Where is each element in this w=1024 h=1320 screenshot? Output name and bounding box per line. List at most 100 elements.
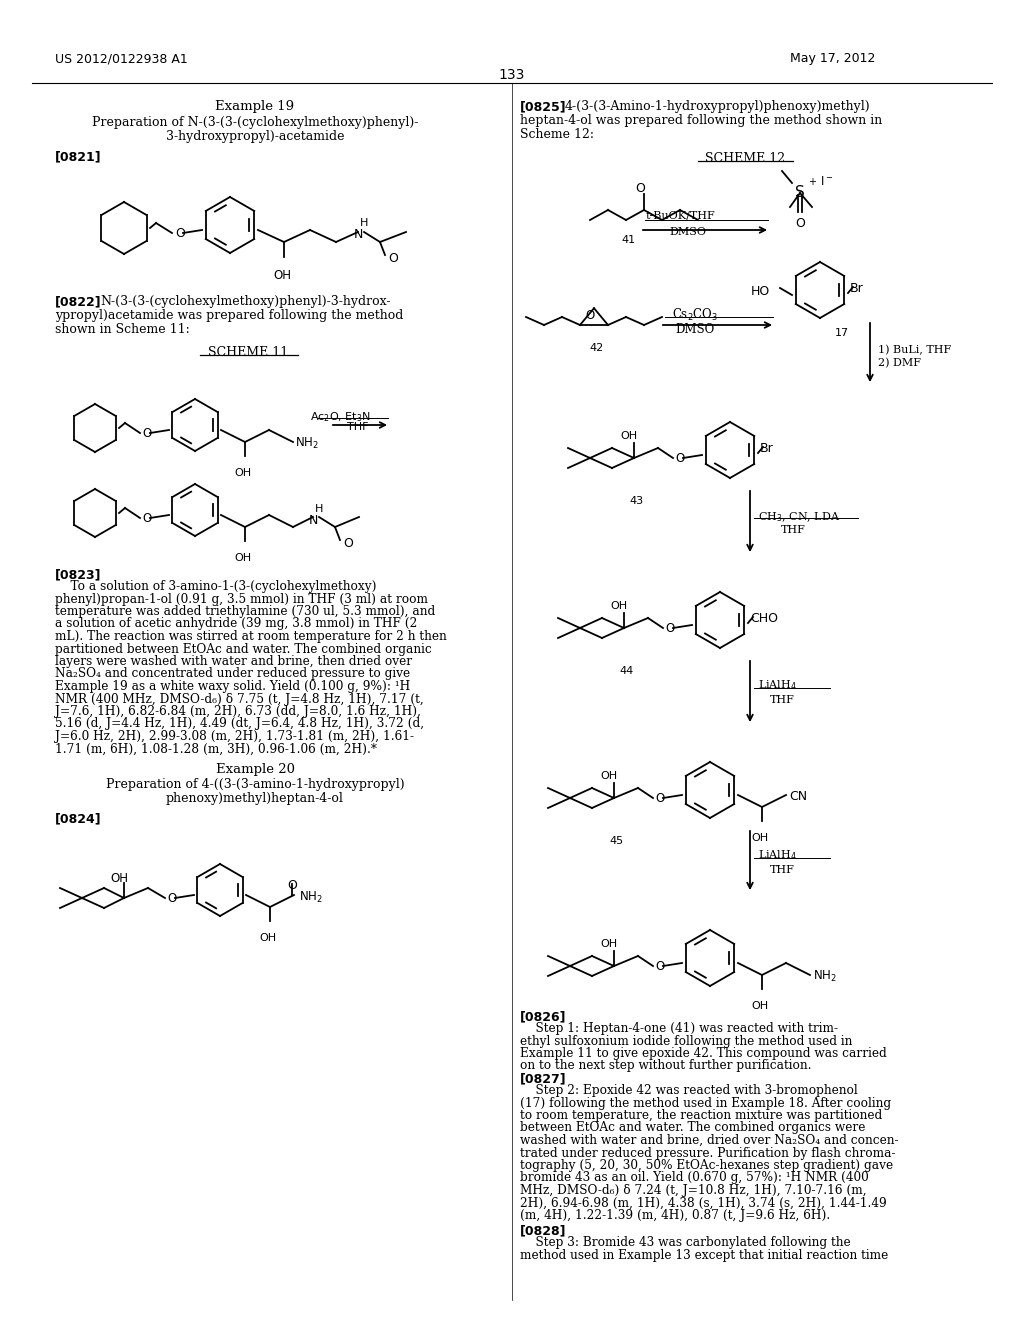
Text: O: O (635, 182, 645, 195)
Text: 2H), 6.94-6.98 (m, 1H), 4.38 (s, 1H), 3.74 (s, 2H), 1.44-1.49: 2H), 6.94-6.98 (m, 1H), 4.38 (s, 1H), 3.… (520, 1196, 887, 1209)
Text: 2) DMF: 2) DMF (878, 358, 921, 368)
Text: O: O (795, 216, 805, 230)
Text: 1.71 (m, 6H), 1.08-1.28 (m, 3H), 0.96-1.06 (m, 2H).*: 1.71 (m, 6H), 1.08-1.28 (m, 3H), 0.96-1.… (55, 742, 377, 755)
Text: (17) following the method used in Example 18. After cooling: (17) following the method used in Exampl… (520, 1097, 891, 1110)
Text: [0821]: [0821] (55, 150, 101, 162)
Text: [0826]: [0826] (520, 1010, 566, 1023)
Text: O: O (388, 252, 398, 265)
Text: [0825]: [0825] (520, 100, 566, 114)
Text: Example 20: Example 20 (215, 763, 295, 776)
Text: O: O (655, 960, 665, 973)
Text: trated under reduced pressure. Purification by flash chroma-: trated under reduced pressure. Purificat… (520, 1147, 896, 1159)
Text: +: + (808, 177, 816, 187)
Text: tography (5, 20, 30, 50% EtOAc-hexanes step gradient) gave: tography (5, 20, 30, 50% EtOAc-hexanes s… (520, 1159, 893, 1172)
Text: OH: OH (600, 939, 617, 949)
Text: NH$_2$: NH$_2$ (299, 890, 323, 906)
Text: THF: THF (347, 422, 369, 432)
Text: ethyl sulfoxonium iodide following the method used in: ethyl sulfoxonium iodide following the m… (520, 1035, 852, 1048)
Text: [0822]: [0822] (55, 294, 101, 308)
Text: J=7.6, 1H), 6.82-6.84 (m, 2H), 6.73 (dd, J=8.0, 1.6 Hz, 1H),: J=7.6, 1H), 6.82-6.84 (m, 2H), 6.73 (dd,… (55, 705, 421, 718)
Text: OH: OH (234, 469, 252, 478)
Text: THF: THF (770, 865, 795, 875)
Text: (m, 4H), 1.22-1.39 (m, 4H), 0.87 (t, J=9.6 Hz, 6H).: (m, 4H), 1.22-1.39 (m, 4H), 0.87 (t, J=9… (520, 1209, 830, 1222)
Text: O: O (142, 426, 152, 440)
Text: ypropyl)acetamide was prepared following the method: ypropyl)acetamide was prepared following… (55, 309, 403, 322)
Text: O: O (167, 892, 176, 906)
Text: 5.16 (d, J=4.4 Hz, 1H), 4.49 (dt, J=6.4, 4.8 Hz, 1H), 3.72 (d,: 5.16 (d, J=4.4 Hz, 1H), 4.49 (dt, J=6.4,… (55, 718, 424, 730)
Text: H: H (315, 504, 324, 513)
Text: NH$_2$: NH$_2$ (295, 436, 318, 451)
Text: Preparation of 4-((3-(3-amino-1-hydroxypropyl): Preparation of 4-((3-(3-amino-1-hydroxyp… (105, 777, 404, 791)
Text: Ac$_2$O, Et$_3$N: Ac$_2$O, Et$_3$N (309, 411, 371, 424)
Text: phenoxy)methyl)heptan-4-ol: phenoxy)methyl)heptan-4-ol (166, 792, 344, 805)
Text: I$^-$: I$^-$ (820, 176, 834, 187)
Text: [0827]: [0827] (520, 1072, 566, 1085)
Text: between EtOAc and water. The combined organics were: between EtOAc and water. The combined or… (520, 1122, 865, 1134)
Text: H: H (360, 218, 369, 228)
Text: O: O (666, 622, 675, 635)
Text: 4-(3-(3-Amino-1-hydroxypropyl)phenoxy)methyl): 4-(3-(3-Amino-1-hydroxypropyl)phenoxy)me… (565, 100, 870, 114)
Text: O: O (676, 451, 685, 465)
Text: phenyl)propan-1-ol (0.91 g, 3.5 mmol) in THF (3 ml) at room: phenyl)propan-1-ol (0.91 g, 3.5 mmol) in… (55, 593, 428, 606)
Text: bromide 43 as an oil. Yield (0.670 g, 57%): ¹H NMR (400: bromide 43 as an oil. Yield (0.670 g, 57… (520, 1172, 868, 1184)
Text: Cs$_2$CO$_3$: Cs$_2$CO$_3$ (672, 308, 718, 323)
Text: [0824]: [0824] (55, 812, 101, 825)
Text: Preparation of N-(3-(3-(cyclohexylmethoxy)phenyl)-: Preparation of N-(3-(3-(cyclohexylmethox… (92, 116, 418, 129)
Text: OH: OH (273, 269, 291, 282)
Text: temperature was added triethylamine (730 ul, 5.3 mmol), and: temperature was added triethylamine (730… (55, 605, 435, 618)
Text: DMSO: DMSO (670, 227, 707, 238)
Text: HO: HO (751, 285, 770, 298)
Text: 41: 41 (621, 235, 635, 246)
Text: LiAlH$_4$: LiAlH$_4$ (758, 847, 797, 862)
Text: THF: THF (770, 696, 795, 705)
Text: OH: OH (610, 601, 628, 611)
Text: heptan-4-ol was prepared following the method shown in: heptan-4-ol was prepared following the m… (520, 114, 883, 127)
Text: OH: OH (234, 553, 252, 564)
Text: Scheme 12:: Scheme 12: (520, 128, 594, 141)
Text: O: O (142, 512, 152, 525)
Text: 3-hydroxypropyl)-acetamide: 3-hydroxypropyl)-acetamide (166, 129, 344, 143)
Text: OH: OH (600, 771, 617, 781)
Text: O: O (287, 879, 297, 892)
Text: SCHEME 12: SCHEME 12 (705, 152, 785, 165)
Text: Na₂SO₄ and concentrated under reduced pressure to give: Na₂SO₄ and concentrated under reduced pr… (55, 668, 411, 681)
Text: OH: OH (752, 833, 769, 843)
Text: SCHEME 11: SCHEME 11 (208, 346, 288, 359)
Text: CH$_3$, CN, LDA: CH$_3$, CN, LDA (758, 510, 841, 524)
Text: OH: OH (259, 933, 276, 942)
Text: N: N (308, 513, 317, 527)
Text: layers were washed with water and brine, then dried over: layers were washed with water and brine,… (55, 655, 412, 668)
Text: Example 19 as a white waxy solid. Yield (0.100 g, 9%): ¹H: Example 19 as a white waxy solid. Yield … (55, 680, 411, 693)
Text: Step 3: Bromide 43 was carbonylated following the: Step 3: Bromide 43 was carbonylated foll… (520, 1236, 851, 1249)
Text: LiAlH$_4$: LiAlH$_4$ (758, 678, 797, 692)
Text: Br: Br (850, 282, 864, 294)
Text: May 17, 2012: May 17, 2012 (790, 51, 876, 65)
Text: S: S (795, 185, 805, 201)
Text: 43: 43 (629, 496, 643, 506)
Text: OH: OH (621, 432, 638, 441)
Text: NH$_2$: NH$_2$ (813, 969, 837, 985)
Text: NMR (400 MHz, DMSO-d₆) δ 7.75 (t, J=4.8 Hz, 1H), 7.17 (t,: NMR (400 MHz, DMSO-d₆) δ 7.75 (t, J=4.8 … (55, 693, 424, 705)
Text: DMSO: DMSO (676, 323, 715, 337)
Text: to room temperature, the reaction mixture was partitioned: to room temperature, the reaction mixtur… (520, 1109, 883, 1122)
Text: Step 2: Epoxide 42 was reacted with 3-bromophenol: Step 2: Epoxide 42 was reacted with 3-br… (520, 1084, 858, 1097)
Text: Example 19: Example 19 (215, 100, 295, 114)
Text: 42: 42 (589, 343, 603, 352)
Text: N: N (353, 228, 362, 242)
Text: 45: 45 (609, 836, 624, 846)
Text: on to the next step without further purification.: on to the next step without further puri… (520, 1060, 811, 1072)
Text: shown in Scheme 11:: shown in Scheme 11: (55, 323, 189, 337)
Text: US 2012/0122938 A1: US 2012/0122938 A1 (55, 51, 187, 65)
Text: N-(3-(3-(cyclohexylmethoxy)phenyl)-3-hydrox-: N-(3-(3-(cyclohexylmethoxy)phenyl)-3-hyd… (100, 294, 390, 308)
Text: O: O (175, 227, 185, 240)
Text: Example 11 to give epoxide 42. This compound was carried: Example 11 to give epoxide 42. This comp… (520, 1047, 887, 1060)
Text: [0828]: [0828] (520, 1224, 566, 1237)
Text: OH: OH (752, 1001, 769, 1011)
Text: mL). The reaction was stirred at room temperature for 2 h then: mL). The reaction was stirred at room te… (55, 630, 446, 643)
Text: O: O (655, 792, 665, 805)
Text: J=6.0 Hz, 2H), 2.99-3.08 (m, 2H), 1.73-1.81 (m, 2H), 1.61-: J=6.0 Hz, 2H), 2.99-3.08 (m, 2H), 1.73-1… (55, 730, 414, 743)
Text: CHO: CHO (750, 612, 778, 624)
Text: partitioned between EtOAc and water. The combined organic: partitioned between EtOAc and water. The… (55, 643, 432, 656)
Text: O: O (343, 537, 353, 550)
Text: THF: THF (780, 525, 806, 535)
